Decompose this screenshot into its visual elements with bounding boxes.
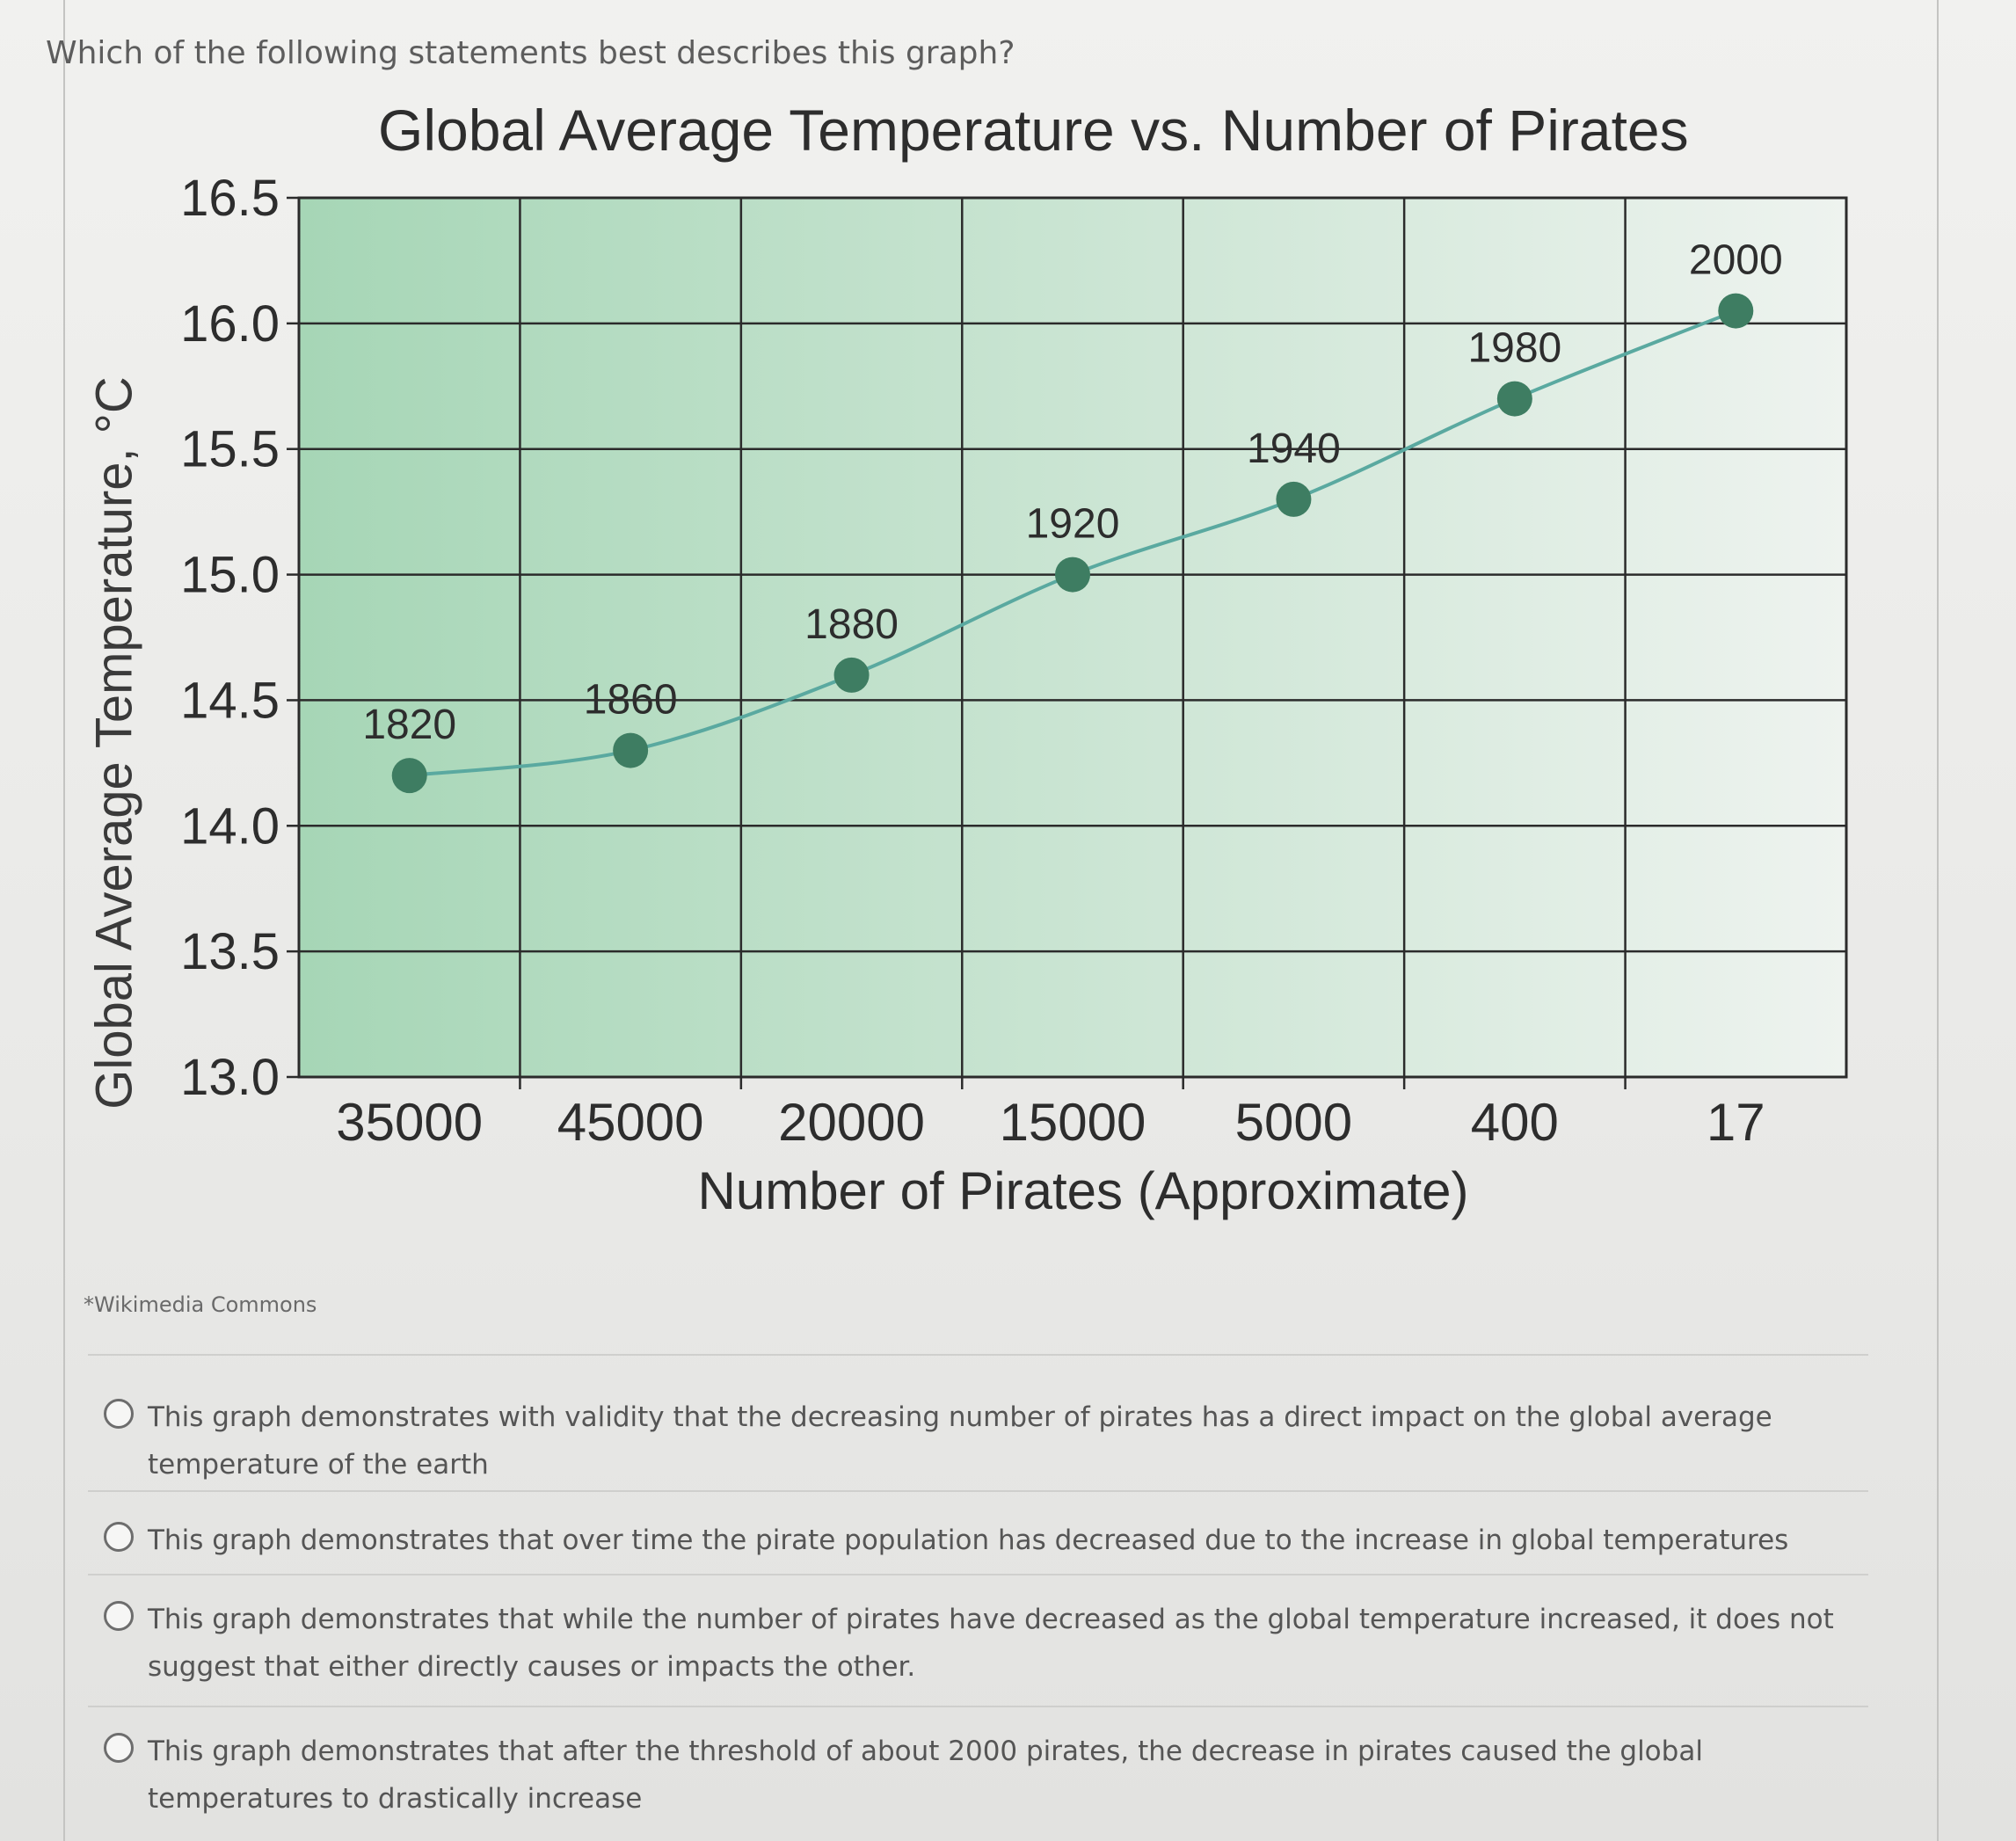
y-tick-label: 14.5	[180, 672, 280, 729]
option-label: This graph demonstrates that while the n…	[148, 1604, 1834, 1683]
y-tick-label: 13.5	[180, 923, 280, 980]
data-point	[1055, 557, 1090, 593]
x-tick-label: 45000	[557, 1093, 704, 1152]
y-tick-label: 16.0	[180, 295, 280, 353]
divider	[88, 1706, 1868, 1707]
radio-button[interactable]	[104, 1399, 134, 1429]
option-label: This graph demonstrates that after the t…	[148, 1735, 1703, 1815]
data-point	[833, 657, 870, 693]
radio-button[interactable]	[104, 1601, 134, 1631]
plot-area	[299, 198, 1846, 1077]
data-point-label: 1980	[1467, 325, 1561, 372]
content-left-border	[63, 0, 65, 1841]
radio-button[interactable]	[104, 1733, 134, 1763]
question-text: Which of the following statements best d…	[46, 35, 1015, 71]
answer-option-3[interactable]: This graph demonstrates that while the n…	[104, 1596, 1853, 1691]
image-credit: *Wikimedia Commons	[84, 1292, 317, 1317]
divider	[88, 1490, 1868, 1492]
answer-option-2[interactable]: This graph demonstrates that over time t…	[104, 1517, 1853, 1564]
data-point-label: 1860	[584, 677, 678, 724]
data-point-label: 1920	[1026, 501, 1120, 548]
y-tick-label: 16.5	[180, 170, 280, 227]
x-tick-label: 400	[1471, 1093, 1559, 1152]
x-tick-label: 17	[1707, 1093, 1765, 1152]
y-tick-label: 13.0	[180, 1049, 280, 1106]
option-label: This graph demonstrates with validity th…	[148, 1401, 1772, 1481]
y-tick-label: 15.0	[180, 547, 280, 604]
data-point-label: 2000	[1689, 237, 1783, 284]
x-tick-label: 15000	[1000, 1093, 1146, 1152]
data-point	[1276, 481, 1312, 517]
chart-title: Global Average Temperature vs. Number of…	[378, 98, 1689, 163]
x-tick-label: 35000	[336, 1093, 483, 1152]
x-axis-label: Number of Pirates (Approximate)	[697, 1161, 1469, 1220]
line-chart: 13.0 13.5 14.0 14.5 15.0 15.5 16.0 16.5 35000 450…	[180, 170, 1848, 1152]
data-point	[1496, 381, 1532, 417]
x-tick-label: 20000	[778, 1093, 925, 1152]
data-point-label: 1940	[1247, 426, 1341, 472]
content-right-border	[1937, 0, 1939, 1841]
data-point-label: 1880	[804, 601, 899, 648]
y-tick-label: 15.5	[180, 421, 280, 478]
answer-option-1[interactable]: This graph demonstrates with validity th…	[104, 1393, 1853, 1488]
radio-button[interactable]	[104, 1522, 134, 1552]
plot-border	[297, 196, 1848, 1079]
divider	[88, 1354, 1868, 1356]
data-point-label: 1820	[362, 702, 456, 748]
data-point	[391, 758, 427, 794]
data-point	[1718, 293, 1754, 329]
answer-option-4[interactable]: This graph demonstrates that after the t…	[104, 1728, 1853, 1823]
x-tick-label: 5000	[1235, 1093, 1352, 1152]
divider	[88, 1574, 1868, 1575]
option-label: This graph demonstrates that over time t…	[148, 1524, 1789, 1556]
y-tick-label: 14.0	[180, 797, 280, 855]
data-point	[613, 732, 649, 768]
